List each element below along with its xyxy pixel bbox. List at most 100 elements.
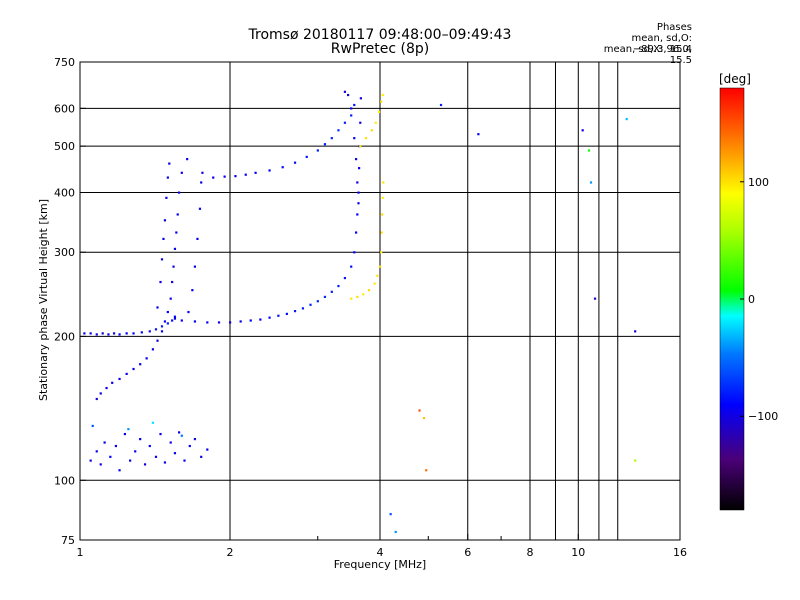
data-point: [380, 100, 383, 103]
data-point: [343, 121, 347, 124]
data-point: [285, 312, 288, 315]
stats-x-mode: mean, sd,X: 96.0, 15.5: [603, 44, 692, 66]
data-point: [175, 231, 178, 234]
data-point: [346, 93, 350, 97]
x-tick-label: 2: [227, 546, 234, 559]
data-point: [357, 191, 360, 194]
colorbar-unit-label: [deg]: [719, 72, 751, 86]
data-point: [200, 455, 203, 458]
data-point: [95, 333, 98, 336]
data-point: [83, 332, 86, 335]
data-point: [281, 166, 284, 169]
y-tick-label: 100: [54, 474, 75, 487]
data-point: [89, 459, 92, 462]
data-point: [151, 421, 155, 424]
data-point: [634, 330, 637, 333]
data-point: [330, 290, 333, 293]
data-point: [171, 319, 174, 322]
y-axis-label: Stationary phase Virtual Height [km]: [37, 199, 50, 401]
data-point: [268, 316, 271, 319]
data-point: [229, 321, 232, 324]
data-point: [101, 332, 104, 335]
data-point: [180, 319, 183, 322]
data-point: [129, 459, 132, 462]
data-point: [172, 265, 175, 268]
data-point: [188, 444, 191, 448]
axis-ticks: 1 2 4 6 8 10 16 75 100 200 300 400 500 600 750: [54, 56, 687, 559]
data-point: [159, 280, 162, 284]
data-point: [293, 310, 297, 313]
data-point: [177, 431, 181, 434]
data-point: [357, 202, 360, 205]
data-point: [380, 231, 383, 234]
data-point: [159, 432, 162, 436]
data-point: [425, 469, 428, 472]
data-point: [477, 133, 480, 136]
data-point: [169, 297, 172, 300]
data-point: [156, 306, 159, 309]
data-point: [381, 196, 384, 199]
data-point: [380, 251, 383, 254]
data-point: [362, 293, 365, 296]
data-point: [169, 441, 172, 444]
data-point: [173, 247, 177, 250]
data-point: [139, 363, 142, 366]
data-point: [180, 434, 183, 437]
x-tick-label: 1: [77, 546, 84, 559]
y-tick-label: 600: [54, 102, 75, 115]
data-point: [259, 318, 262, 321]
data-point: [422, 416, 426, 420]
data-point: [125, 372, 128, 376]
data-point: [323, 143, 327, 146]
data-point: [168, 162, 171, 165]
data-point: [140, 331, 143, 334]
data-point: [123, 432, 126, 436]
data-point: [418, 409, 421, 412]
data-point: [162, 237, 165, 241]
data-point: [154, 328, 158, 331]
data-point: [330, 137, 333, 140]
data-point: [337, 129, 340, 132]
data-point: [148, 330, 151, 333]
data-point: [439, 103, 443, 107]
data-point: [337, 284, 340, 288]
x-tick-label: 10: [571, 546, 585, 559]
data-point: [374, 121, 377, 124]
data-point: [379, 265, 382, 268]
data-point: [193, 265, 197, 268]
colorbar-tick-label: 0: [748, 293, 755, 306]
data-point: [193, 320, 197, 323]
data-point: [91, 424, 94, 428]
data-point: [587, 149, 591, 152]
data-point: [359, 97, 362, 100]
colorbar-tick-label: 100: [748, 176, 769, 189]
data-point: [381, 93, 384, 97]
data-point: [350, 107, 353, 110]
data-point: [151, 348, 155, 351]
data-point: [277, 314, 280, 317]
data-point: [353, 137, 356, 140]
data-point: [359, 121, 362, 124]
data-point: [156, 339, 159, 342]
data-point: [163, 320, 167, 323]
data-point: [239, 320, 242, 323]
colorbar-ticks: 100 0 −100: [740, 176, 778, 423]
chart-subtitle: RwPretec (8p): [330, 41, 430, 57]
data-point: [343, 90, 347, 93]
data-point: [186, 158, 189, 161]
data-point: [381, 213, 384, 216]
data-point: [103, 441, 106, 444]
data-point: [309, 303, 312, 306]
data-point: [160, 330, 164, 333]
data-point: [217, 321, 221, 324]
data-point: [316, 149, 319, 152]
data-point: [343, 276, 347, 280]
data-point: [377, 110, 381, 114]
data-point: [95, 397, 98, 401]
x-tick-label: 8: [527, 546, 534, 559]
data-point: [139, 437, 142, 441]
data-point: [125, 332, 128, 335]
data-point: [625, 117, 628, 121]
data-point: [166, 176, 169, 179]
data-point: [109, 455, 112, 458]
